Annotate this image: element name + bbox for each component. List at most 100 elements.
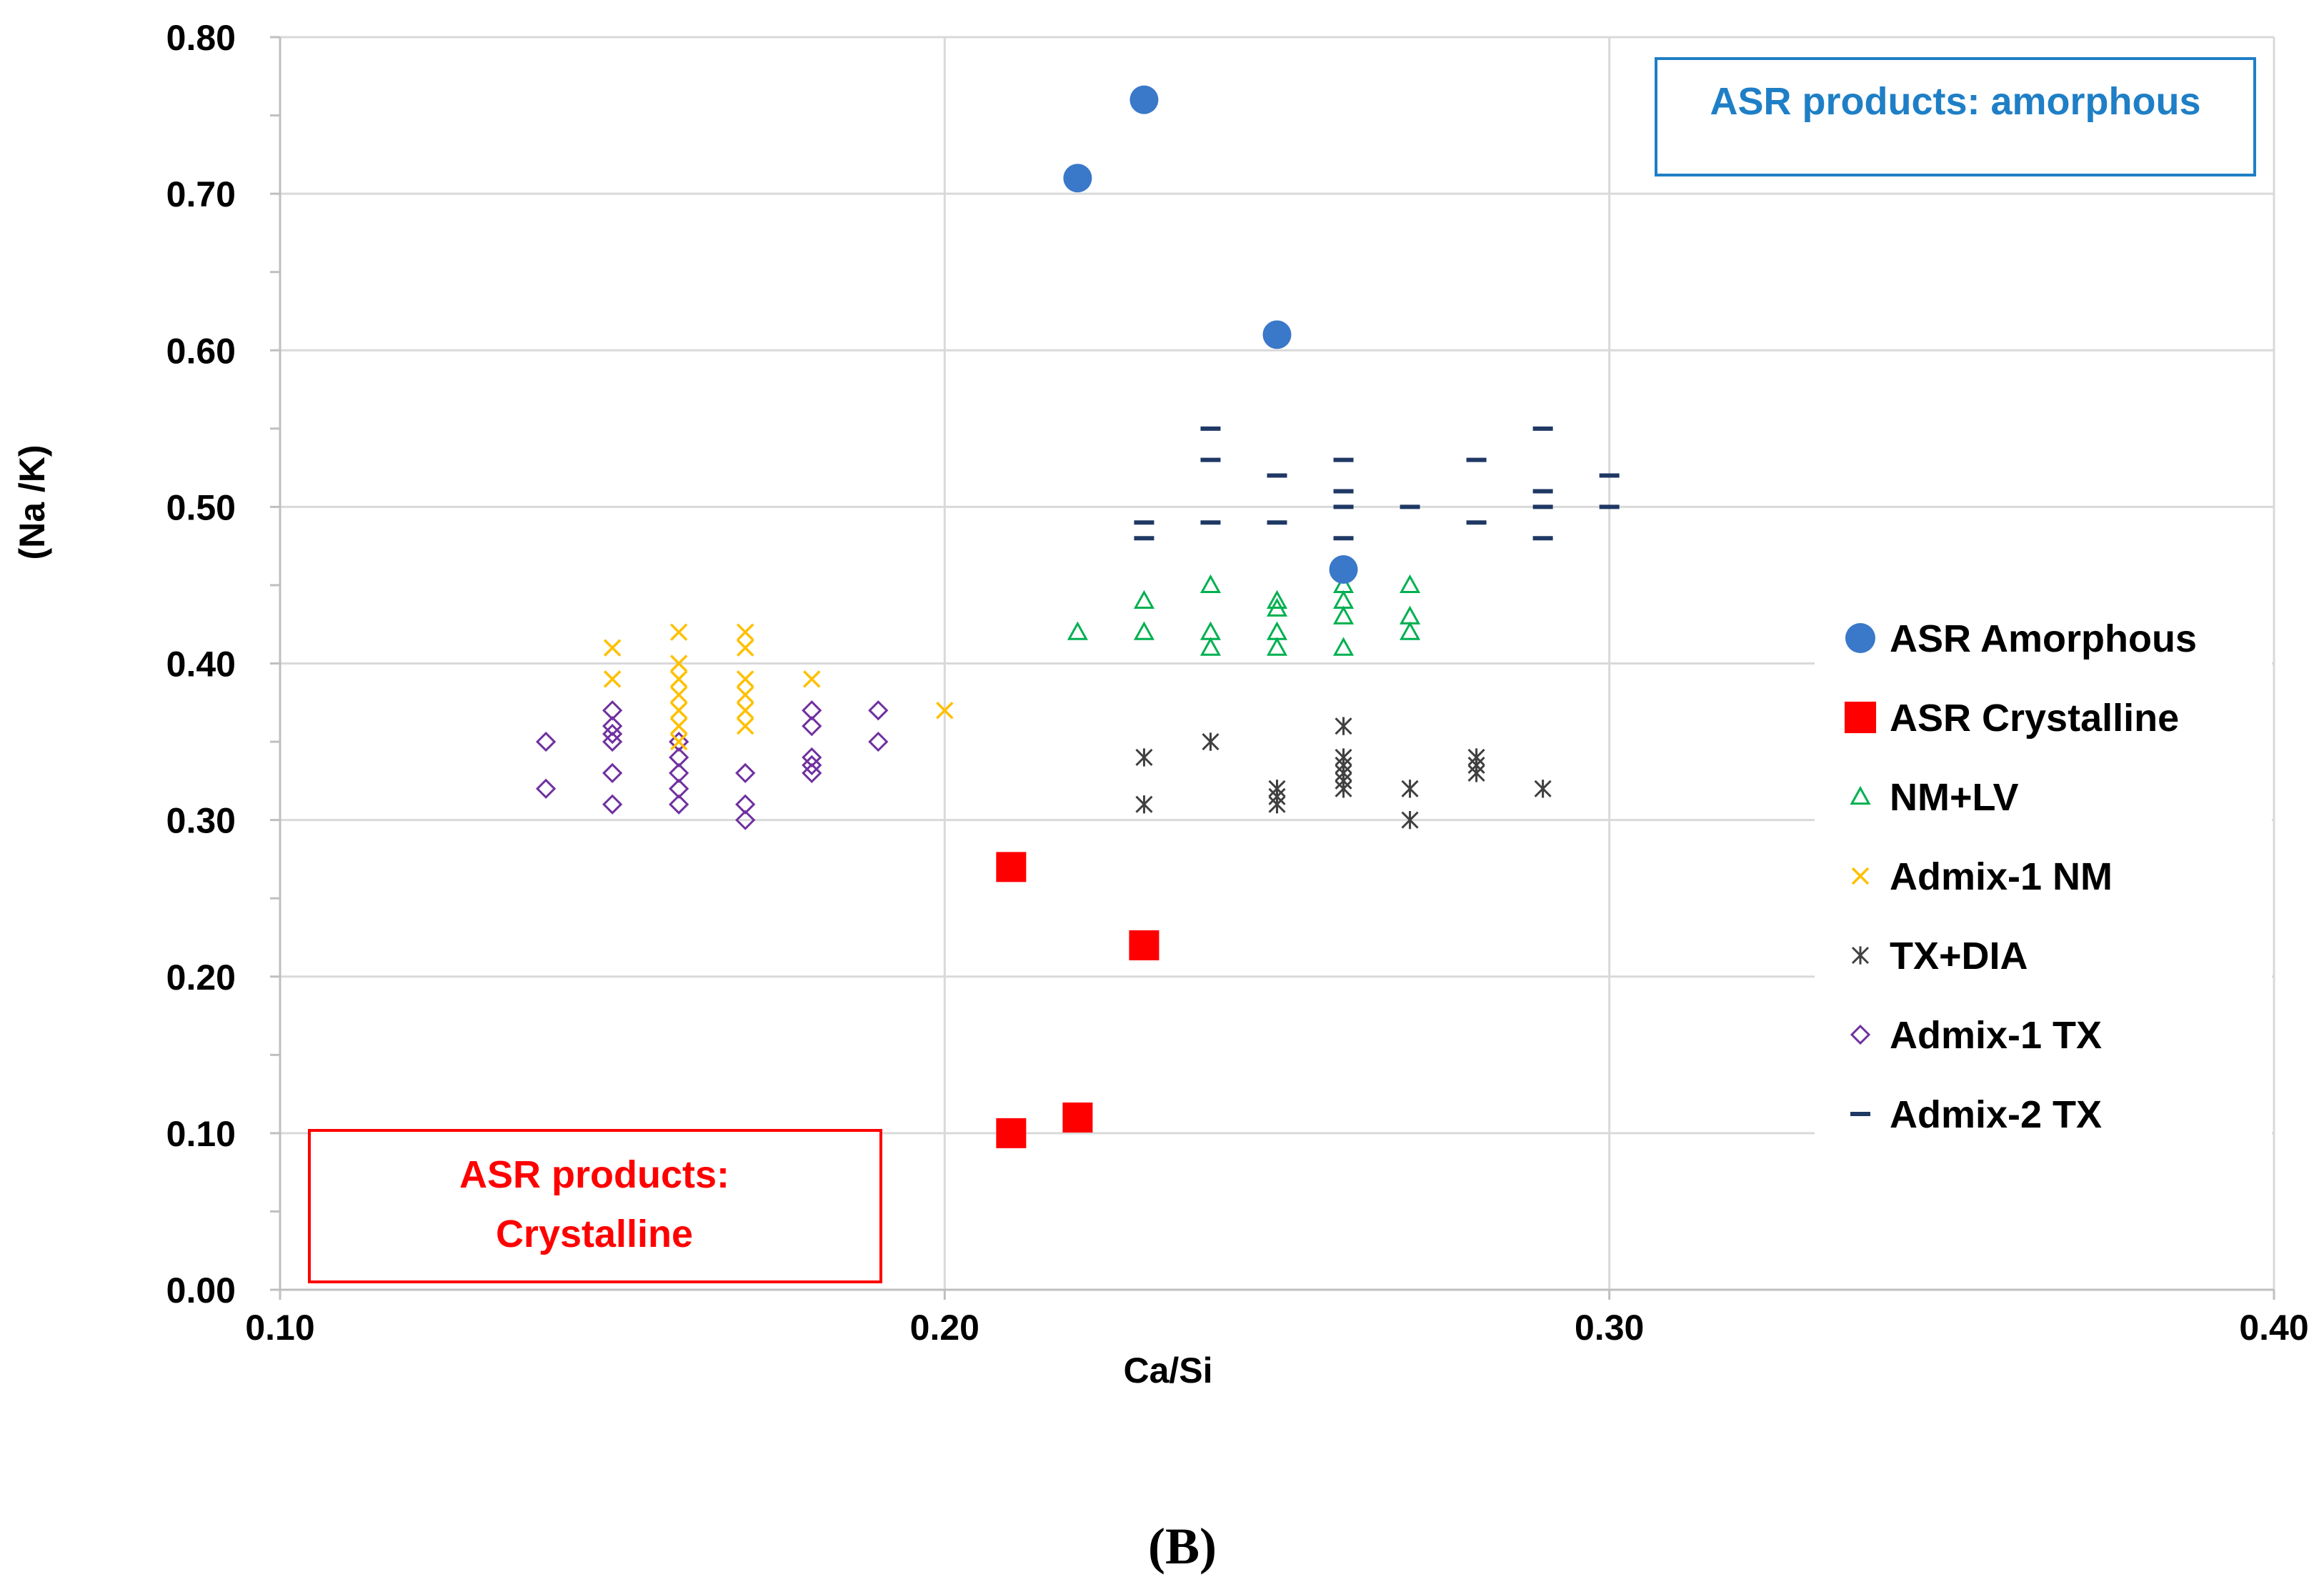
legend-background bbox=[1815, 600, 2272, 1150]
data-point bbox=[1133, 589, 1154, 609]
crystalline-annotation-line-2: Crystalline bbox=[496, 1213, 693, 1255]
data-point bbox=[802, 716, 822, 737]
data-point bbox=[736, 686, 754, 704]
grid-lines bbox=[280, 36, 2275, 1290]
data-point bbox=[1135, 795, 1153, 814]
data-point bbox=[1200, 574, 1222, 594]
legend-label: NM+LV bbox=[1890, 776, 2019, 819]
crystalline-annotation: ASR products: Crystalline bbox=[308, 1129, 882, 1283]
data-point bbox=[868, 700, 889, 721]
data-point bbox=[669, 686, 688, 704]
panel-label: (B) bbox=[1148, 1518, 1217, 1575]
data-point bbox=[1534, 780, 1552, 798]
legend: ASR Amorphous ASR Crystalline NM+LV Admix-1… bbox=[1815, 600, 2272, 1150]
data-point bbox=[735, 810, 756, 830]
data-point bbox=[1329, 555, 1358, 584]
y-tick-label: 0.10 bbox=[166, 1114, 236, 1154]
series-nm-lv bbox=[1067, 574, 1421, 656]
data-point bbox=[868, 731, 889, 752]
y-tick-label: 0.00 bbox=[166, 1270, 236, 1310]
data-point bbox=[736, 623, 754, 641]
amorphous-annotation-box bbox=[1655, 57, 2256, 176]
amorphous-annotation: ASR products: amorphous bbox=[1655, 57, 2256, 176]
legend-marker bbox=[1845, 623, 1875, 653]
data-point bbox=[602, 731, 623, 752]
data-point bbox=[1200, 637, 1222, 656]
legend-label: TX+DIA bbox=[1890, 935, 2028, 977]
data-point bbox=[1266, 637, 1288, 656]
data-point bbox=[996, 852, 1027, 882]
data-point bbox=[936, 701, 954, 720]
data-point bbox=[1266, 597, 1288, 617]
legend-label: ASR Amorphous bbox=[1890, 617, 2197, 660]
data-point bbox=[1400, 621, 1421, 640]
data-point bbox=[1262, 320, 1292, 349]
series-admix-1-nm bbox=[603, 623, 954, 751]
data-point bbox=[669, 794, 689, 815]
data-point bbox=[735, 762, 756, 784]
data-point bbox=[602, 794, 623, 815]
data-point bbox=[1401, 810, 1419, 830]
crystalline-annotation-box bbox=[308, 1129, 882, 1283]
series-admix-2-tx bbox=[1134, 426, 1620, 541]
data-point bbox=[803, 670, 821, 688]
legend-marker bbox=[1844, 701, 1877, 734]
x-tick-label: 0.40 bbox=[2239, 1308, 2308, 1348]
data-point bbox=[1332, 637, 1355, 656]
legend-marker bbox=[1850, 1024, 1871, 1045]
data-point bbox=[602, 762, 623, 784]
legend-label: Admix-2 TX bbox=[1890, 1093, 2102, 1136]
y-tick-label: 0.60 bbox=[166, 331, 236, 371]
y-tick-label: 0.70 bbox=[166, 174, 236, 214]
legend-marker bbox=[1851, 867, 1870, 885]
data-point bbox=[669, 701, 688, 720]
data-point bbox=[536, 731, 557, 752]
series-tx-dia bbox=[1135, 717, 1552, 830]
axes bbox=[270, 36, 2275, 1300]
y-axis-title: (Na /K) bbox=[12, 444, 52, 559]
legend-marker bbox=[1851, 946, 1870, 965]
y-tick-label: 0.50 bbox=[166, 487, 236, 527]
data-point bbox=[669, 732, 688, 751]
data-points bbox=[536, 85, 1620, 1148]
crystalline-annotation-line-1: ASR products: bbox=[459, 1153, 729, 1196]
y-tick-label: 0.40 bbox=[166, 645, 236, 685]
data-point bbox=[1133, 621, 1154, 640]
data-point bbox=[736, 639, 754, 657]
data-point bbox=[1063, 164, 1092, 193]
data-point bbox=[603, 639, 622, 657]
data-point bbox=[1335, 717, 1352, 735]
x-tick-label: 0.30 bbox=[1575, 1308, 1644, 1348]
data-point bbox=[1400, 574, 1421, 594]
data-point bbox=[1467, 764, 1485, 782]
data-point bbox=[536, 778, 557, 799]
data-point bbox=[669, 670, 688, 688]
legend-label: ASR Crystalline bbox=[1890, 697, 2179, 740]
data-point bbox=[669, 655, 688, 672]
x-tick-labels: 0.10 0.20 0.30 0.40 bbox=[245, 1308, 2308, 1348]
data-point bbox=[1202, 732, 1220, 751]
y-tick-label: 0.30 bbox=[166, 801, 236, 841]
data-point bbox=[1268, 795, 1286, 814]
legend-label: Admix-1 TX bbox=[1890, 1014, 2102, 1057]
data-point bbox=[602, 723, 623, 745]
x-tick-label: 0.10 bbox=[245, 1308, 314, 1348]
data-point bbox=[1129, 85, 1159, 114]
data-point bbox=[669, 623, 688, 641]
data-point bbox=[1332, 605, 1355, 625]
data-point bbox=[1135, 748, 1153, 767]
data-point bbox=[603, 670, 622, 688]
data-point bbox=[736, 717, 754, 735]
x-tick-label: 0.20 bbox=[910, 1308, 979, 1348]
amorphous-annotation-text: ASR products: amorphous bbox=[1710, 80, 2200, 123]
data-point bbox=[1266, 589, 1288, 609]
data-point bbox=[736, 701, 754, 720]
y-tick-label: 0.20 bbox=[166, 957, 236, 998]
series-asr-amorphous bbox=[1063, 85, 1358, 584]
data-point bbox=[996, 1118, 1027, 1148]
data-point bbox=[1401, 780, 1419, 798]
legend-label: Admix-1 NM bbox=[1890, 855, 2113, 898]
legend-marker bbox=[1850, 785, 1871, 805]
data-point bbox=[736, 670, 754, 688]
data-point bbox=[1062, 1102, 1093, 1133]
